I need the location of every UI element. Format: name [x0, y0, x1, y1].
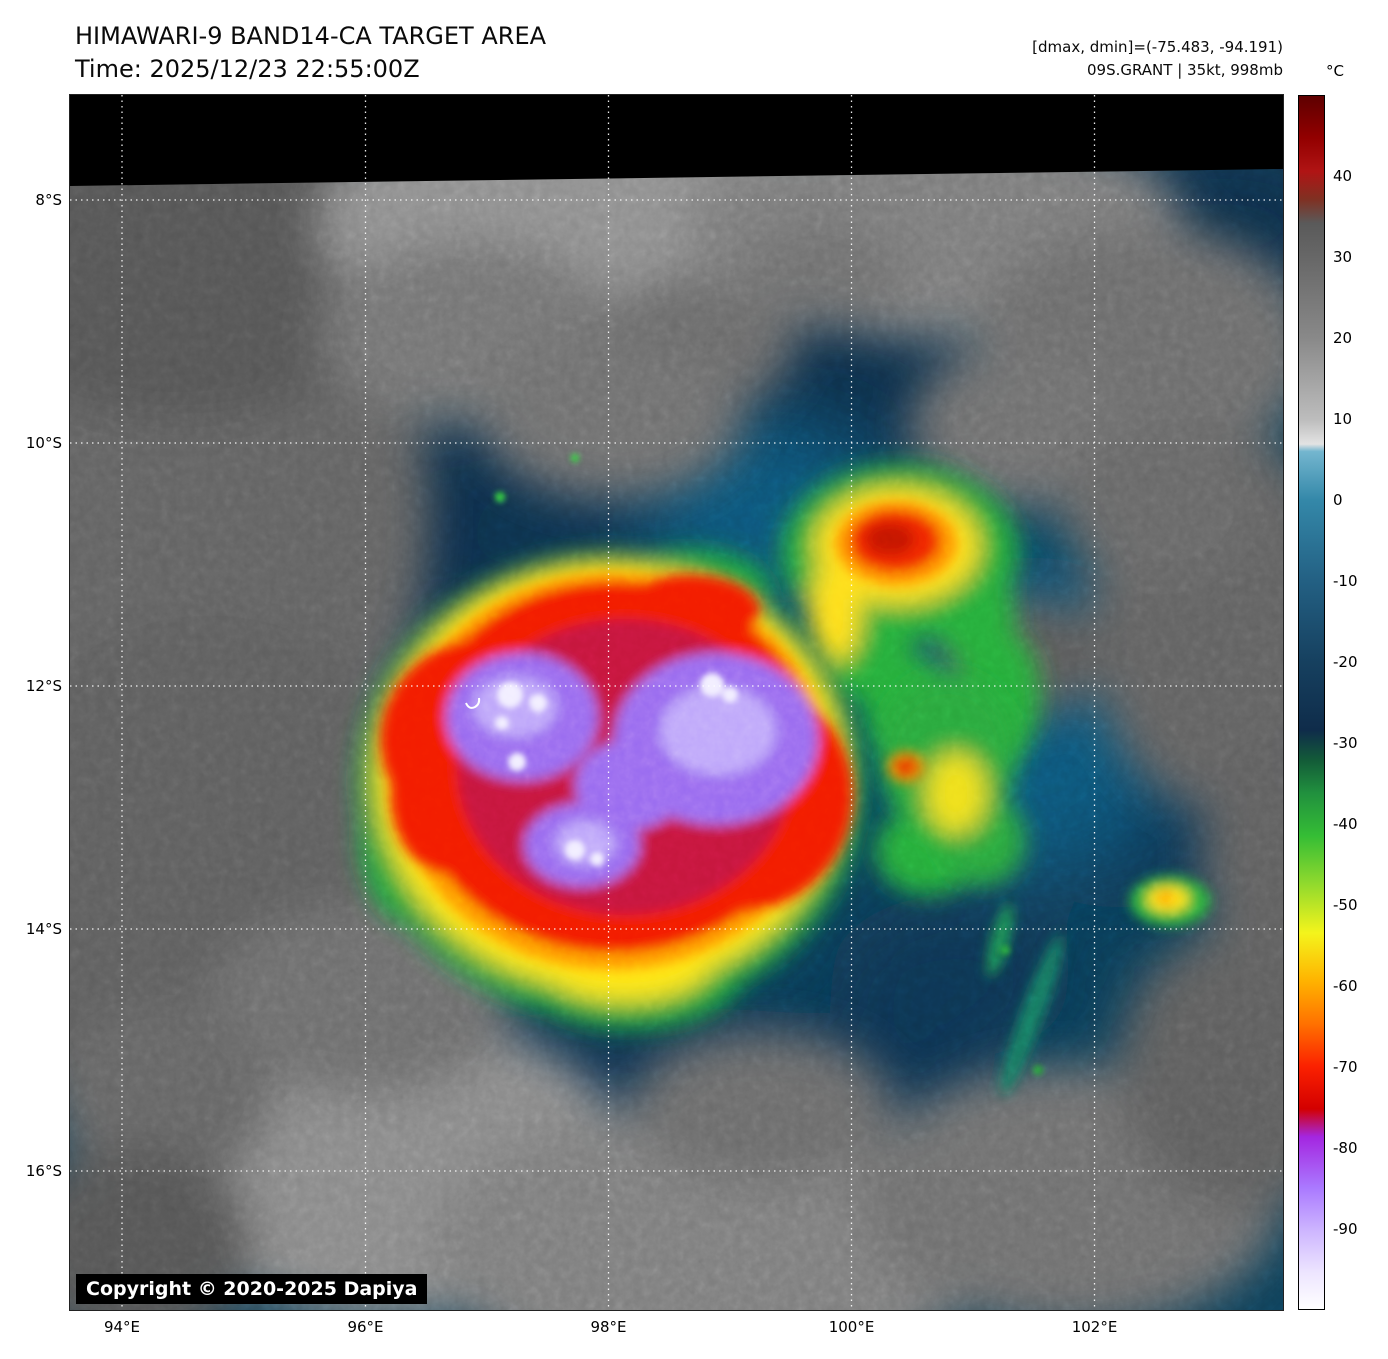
storm-center-marker	[465, 697, 481, 709]
cbar-tick-m50: -50	[1333, 896, 1358, 914]
lat-label-12s: 12°S	[25, 677, 62, 695]
lat-label-16s: 16°S	[25, 1162, 62, 1180]
cbar-tick-m30: -30	[1333, 734, 1358, 752]
lon-label-98e: 98°E	[590, 1318, 627, 1336]
satellite-map	[69, 94, 1284, 1311]
cbar-tick-30: 30	[1333, 248, 1353, 266]
copyright-notice: Copyright © 2020-2025 Dapiya	[76, 1274, 428, 1304]
header-left: HIMAWARI-9 BAND14-CA TARGET AREA Time: 2…	[75, 20, 546, 86]
cbar-tick-0: 0	[1333, 491, 1343, 509]
cbar-tick-m60: -60	[1333, 977, 1358, 995]
header-right: [dmax, dmin]=(-75.483, -94.191) 09S.GRAN…	[1032, 36, 1283, 82]
lat-label-14s: 14°S	[25, 920, 62, 938]
lon-label-102e: 102°E	[1071, 1318, 1118, 1336]
colorbar-gradient	[1299, 96, 1324, 1309]
lat-label-8s: 8°S	[35, 191, 62, 209]
lat-label-10s: 10°S	[25, 434, 62, 452]
lon-label-96e: 96°E	[347, 1318, 384, 1336]
cbar-tick-m90: -90	[1333, 1220, 1358, 1238]
colorbar-unit-label: °C	[1326, 62, 1344, 80]
cbar-tick-m10: -10	[1333, 572, 1358, 590]
product-time: Time: 2025/12/23 22:55:00Z	[75, 55, 420, 83]
lon-label-94e: 94°E	[103, 1318, 141, 1336]
lon-label-100e: 100°E	[828, 1318, 875, 1336]
cbar-tick-m80: -80	[1333, 1139, 1358, 1157]
product-title: HIMAWARI-9 BAND14-CA TARGET AREA	[75, 22, 547, 50]
grain-texture	[70, 95, 1283, 1310]
colorbar	[1298, 95, 1325, 1310]
grid-lines	[70, 95, 1283, 1310]
cbar-tick-m40: -40	[1333, 815, 1358, 833]
dmax-dmin-readout: [dmax, dmin]=(-75.483, -94.191)	[1032, 38, 1283, 56]
cbar-tick-m20: -20	[1333, 653, 1358, 671]
storm-info: 09S.GRANT | 35kt, 998mb	[1086, 61, 1283, 79]
no-data-region	[70, 95, 1283, 186]
cbar-tick-10: 10	[1333, 410, 1353, 428]
cbar-tick-20: 20	[1333, 329, 1353, 347]
cbar-tick-m70: -70	[1333, 1058, 1358, 1076]
cbar-tick-40: 40	[1333, 167, 1353, 185]
